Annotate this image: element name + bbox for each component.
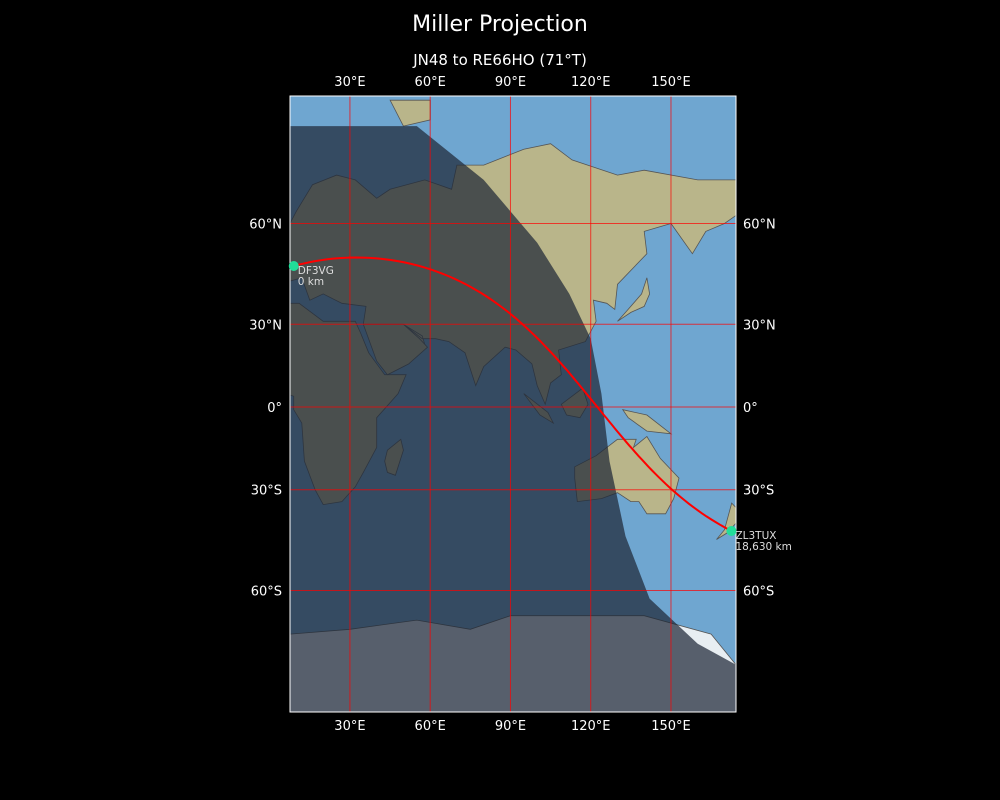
- lon-tick-label-bottom: 60°E: [415, 719, 446, 734]
- lon-tick-label-top: 150°E: [651, 75, 691, 90]
- station-callsign: DF3VG: [298, 265, 334, 277]
- lat-tick-label-right: 60°S: [743, 584, 774, 599]
- land-japan: [617, 277, 651, 322]
- station-marker: [726, 525, 737, 536]
- map-frame: [289, 95, 737, 713]
- lon-tick-label-top: 120°E: [571, 75, 611, 90]
- night-shade: [290, 100, 736, 712]
- station-callsign: ZL3TUX: [735, 530, 776, 542]
- lon-tick-label-bottom: 150°E: [651, 719, 691, 734]
- station-marker: [288, 261, 299, 272]
- station-distance: 0 km: [298, 276, 324, 288]
- land-newguinea: [621, 409, 673, 435]
- graticule: [290, 96, 736, 712]
- lat-tick-label-left: 30°N: [249, 318, 282, 333]
- lat-tick-label-right: 0°: [743, 401, 758, 416]
- lat-tick-label-left: 60°S: [251, 584, 282, 599]
- station-distance: 18,630 km: [735, 541, 791, 553]
- lat-tick-label-left: 60°N: [249, 218, 282, 233]
- lon-tick-label-bottom: 90°E: [495, 719, 526, 734]
- lon-tick-label-bottom: 30°E: [334, 719, 365, 734]
- lat-tick-label-left: 30°S: [251, 484, 282, 499]
- lat-tick-label-right: 30°S: [743, 484, 774, 499]
- lon-tick-label-top: 90°E: [495, 75, 526, 90]
- lat-tick-label-right: 60°N: [743, 218, 776, 233]
- map-title: Miller Projection: [412, 12, 588, 37]
- great-circle-path: [293, 256, 732, 532]
- lat-tick-label-right: 30°N: [743, 318, 776, 333]
- lon-tick-label-top: 30°E: [334, 75, 365, 90]
- lon-tick-label-bottom: 120°E: [571, 719, 611, 734]
- lat-tick-label-left: 0°: [267, 401, 282, 416]
- lon-tick-label-top: 60°E: [415, 75, 446, 90]
- map-subtitle: JN48 to RE66HO (71°T): [413, 51, 587, 69]
